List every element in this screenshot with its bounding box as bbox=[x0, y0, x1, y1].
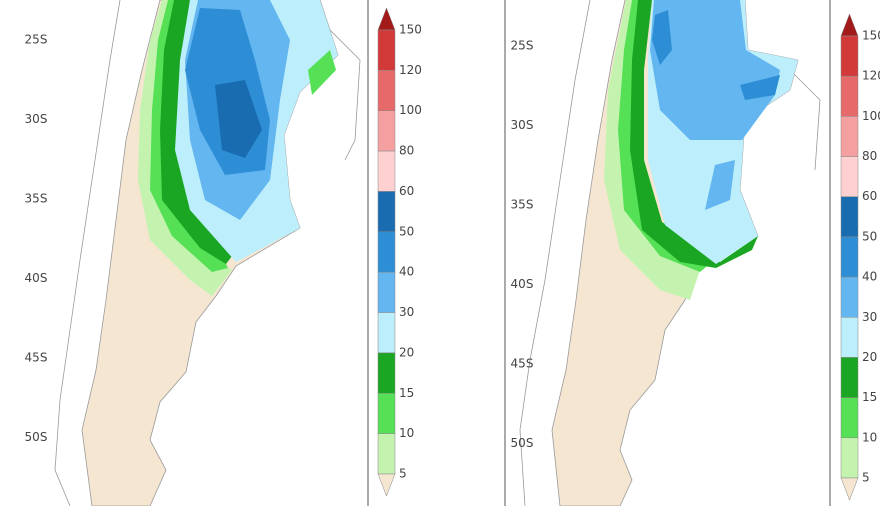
colorbar-segment bbox=[840, 236, 859, 278]
colorbar-label: 100 bbox=[862, 109, 880, 123]
colorbar-segment bbox=[840, 196, 859, 238]
colorbar-segment bbox=[840, 357, 859, 398]
colorbar-label: 50 bbox=[399, 224, 414, 238]
colorbar-segment bbox=[840, 35, 859, 77]
latitude-label: 25S bbox=[25, 33, 48, 47]
colorbar-label: 10 bbox=[862, 430, 877, 444]
latitude-label: 40S bbox=[25, 271, 48, 285]
colorbar-label: 80 bbox=[399, 144, 414, 158]
colorbar-segment bbox=[377, 150, 396, 192]
colorbar-label: 30 bbox=[862, 310, 877, 324]
colorbar-label: 30 bbox=[399, 305, 414, 319]
colorbar-label: 20 bbox=[399, 345, 414, 359]
colorbar-segment bbox=[840, 75, 859, 117]
left-map bbox=[54, 0, 369, 507]
colorbar-label: 20 bbox=[862, 350, 877, 364]
latitude-label: 45S bbox=[511, 357, 534, 371]
colorbar-label: 40 bbox=[399, 265, 414, 279]
colorbar-segment bbox=[377, 29, 396, 71]
colorbar-segment bbox=[377, 70, 396, 111]
colorbar-segment bbox=[377, 312, 396, 354]
colorbar-arrow bbox=[840, 13, 859, 37]
latitude-label: 35S bbox=[25, 192, 48, 206]
latitude-label: 40S bbox=[511, 277, 534, 291]
latitude-label: 25S bbox=[511, 39, 534, 53]
colorbar-label: 120 bbox=[862, 69, 880, 83]
colorbar-segment bbox=[377, 393, 396, 434]
colorbar-segment bbox=[840, 397, 859, 439]
colorbar-segment bbox=[840, 437, 859, 479]
right-map bbox=[504, 0, 831, 507]
latitude-label: 45S bbox=[25, 351, 48, 365]
colorbar-segment bbox=[377, 191, 396, 233]
latitude-label: 50S bbox=[25, 430, 48, 444]
colorbar-label: 10 bbox=[399, 426, 414, 440]
colorbar-arrow bbox=[840, 477, 859, 501]
colorbar-label: 60 bbox=[399, 184, 414, 198]
colorbar-arrow bbox=[377, 473, 396, 497]
colorbar-label: 15 bbox=[399, 386, 414, 400]
colorbar-segment bbox=[377, 271, 396, 313]
latitude-label: 30S bbox=[25, 112, 48, 126]
colorbar-segment bbox=[377, 110, 396, 152]
colorbar-label: 120 bbox=[399, 63, 422, 77]
latitude-label: 30S bbox=[511, 118, 534, 132]
colorbar-segment bbox=[377, 433, 396, 475]
colorbar-segment bbox=[377, 231, 396, 273]
colorbar-label: 100 bbox=[399, 103, 422, 117]
colorbar-label: 80 bbox=[862, 149, 877, 163]
colorbar-label: 60 bbox=[862, 189, 877, 203]
colorbar-label: 40 bbox=[862, 270, 877, 284]
colorbar-label: 50 bbox=[862, 229, 877, 243]
colorbar-label: 150 bbox=[862, 29, 880, 43]
colorbar-segment bbox=[840, 156, 859, 197]
colorbar-label: 5 bbox=[399, 467, 407, 481]
colorbar-segment bbox=[840, 276, 859, 318]
colorbar-arrow bbox=[377, 7, 396, 31]
colorbar-label: 5 bbox=[862, 471, 870, 485]
colorbar-segment bbox=[377, 352, 396, 394]
colorbar-segment bbox=[840, 317, 859, 358]
colorbar-label: 15 bbox=[862, 390, 877, 404]
colorbar-segment bbox=[840, 116, 859, 157]
latitude-label: 35S bbox=[511, 198, 534, 212]
colorbar-label: 150 bbox=[399, 23, 422, 37]
latitude-label: 50S bbox=[511, 436, 534, 450]
